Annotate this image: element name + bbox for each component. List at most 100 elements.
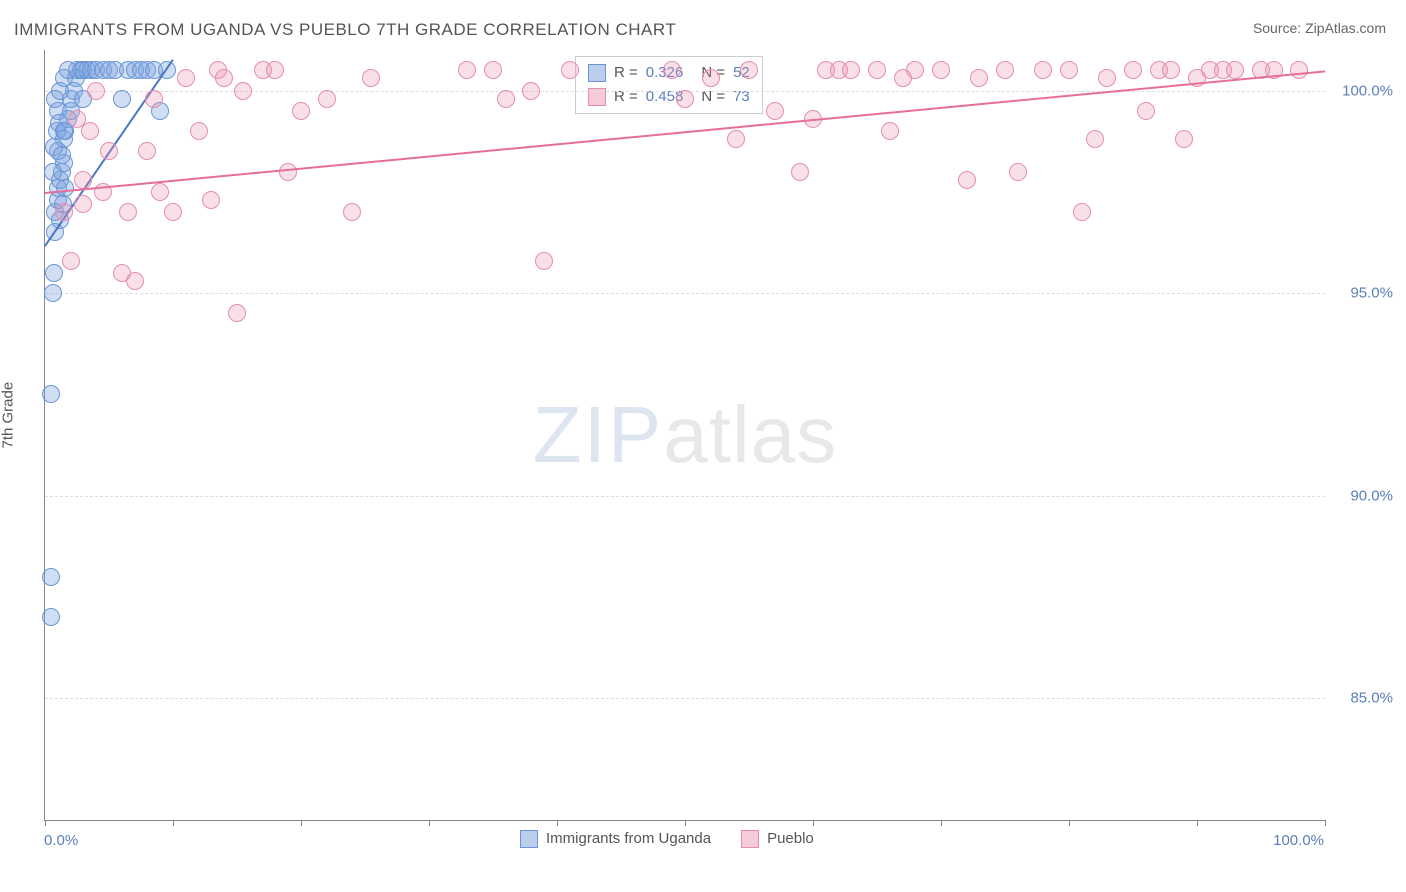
scatter-point: [932, 61, 950, 79]
scatter-point: [42, 385, 60, 403]
scatter-point: [292, 102, 310, 120]
legend-r-label: R =: [614, 61, 638, 85]
chart-title: IMMIGRANTS FROM UGANDA VS PUEBLO 7TH GRA…: [14, 20, 676, 40]
scatter-point: [45, 264, 63, 282]
x-tick: [429, 820, 430, 826]
scatter-point: [209, 61, 227, 79]
scatter-point: [55, 203, 73, 221]
scatter-point: [56, 179, 74, 197]
scatter-point: [535, 252, 553, 270]
legend-n-label: N =: [701, 85, 725, 109]
scatter-point: [100, 142, 118, 160]
scatter-point: [881, 122, 899, 140]
legend-swatch-blue: [520, 830, 538, 848]
watermark-atlas: atlas: [663, 390, 837, 479]
source-attribution: Source: ZipAtlas.com: [1253, 20, 1386, 36]
scatter-point: [126, 272, 144, 290]
scatter-point: [766, 102, 784, 120]
y-axis-title: 7th Grade: [0, 382, 17, 449]
scatter-point: [868, 61, 886, 79]
scatter-point: [1124, 61, 1142, 79]
scatter-point: [791, 163, 809, 181]
source-value: ZipAtlas.com: [1305, 20, 1386, 36]
gridline: [45, 698, 1325, 699]
scatter-point: [1034, 61, 1052, 79]
source-label: Source:: [1253, 20, 1305, 36]
y-tick-label: 85.0%: [1350, 690, 1393, 707]
series-legend: Immigrants from Uganda Pueblo: [520, 830, 814, 848]
x-tick: [557, 820, 558, 826]
scatter-point: [74, 195, 92, 213]
gridline: [45, 496, 1325, 497]
legend-swatch-pink: [741, 830, 759, 848]
scatter-point: [177, 69, 195, 87]
scatter-point: [164, 203, 182, 221]
watermark: ZIPatlas: [533, 389, 837, 481]
scatter-point: [151, 183, 169, 201]
gridline: [45, 293, 1325, 294]
scatter-point: [87, 82, 105, 100]
x-tick: [941, 820, 942, 826]
x-tick: [1325, 820, 1326, 826]
scatter-point: [522, 82, 540, 100]
scatter-point: [1162, 61, 1180, 79]
scatter-point: [68, 110, 86, 128]
scatter-point: [958, 171, 976, 189]
scatter-point: [1175, 130, 1193, 148]
legend-r-label: R =: [614, 85, 638, 109]
scatter-point: [234, 82, 252, 100]
scatter-point: [561, 61, 579, 79]
y-tick-label: 95.0%: [1350, 285, 1393, 302]
scatter-point: [362, 69, 380, 87]
x-axis-min-label: 0.0%: [44, 832, 78, 849]
scatter-point: [996, 61, 1014, 79]
legend-item-pueblo: Pueblo: [741, 830, 814, 848]
scatter-point: [1137, 102, 1155, 120]
scatter-point: [484, 61, 502, 79]
scatter-point: [1098, 69, 1116, 87]
x-tick: [1069, 820, 1070, 826]
scatter-point: [53, 146, 71, 164]
x-tick: [173, 820, 174, 826]
scatter-point: [1290, 61, 1308, 79]
scatter-point: [318, 90, 336, 108]
x-tick: [1197, 820, 1198, 826]
scatter-point: [279, 163, 297, 181]
scatter-point: [202, 191, 220, 209]
scatter-point: [458, 61, 476, 79]
scatter-point: [44, 284, 62, 302]
x-tick: [813, 820, 814, 826]
legend-label-pueblo: Pueblo: [767, 830, 814, 847]
scatter-point: [74, 171, 92, 189]
scatter-point: [266, 61, 284, 79]
y-tick-label: 90.0%: [1350, 487, 1393, 504]
scatter-point: [727, 130, 745, 148]
scatter-point: [59, 61, 77, 79]
scatter-point: [113, 90, 131, 108]
scatter-point: [1226, 61, 1244, 79]
scatter-point: [190, 122, 208, 140]
x-axis-max-label: 100.0%: [1273, 832, 1324, 849]
scatter-point: [676, 90, 694, 108]
legend-row-pueblo: R = 0.458 N = 73: [588, 85, 750, 109]
scatter-point: [842, 61, 860, 79]
x-tick: [45, 820, 46, 826]
scatter-point: [119, 203, 137, 221]
legend-n-value-pueblo: 73: [733, 85, 750, 109]
scatter-point: [702, 69, 720, 87]
scatter-point: [145, 90, 163, 108]
scatter-point: [663, 61, 681, 79]
watermark-zip: ZIP: [533, 390, 663, 479]
legend-label-uganda: Immigrants from Uganda: [546, 830, 711, 847]
x-tick: [685, 820, 686, 826]
scatter-point: [497, 90, 515, 108]
scatter-point: [1073, 203, 1091, 221]
scatter-point: [343, 203, 361, 221]
scatter-point: [42, 608, 60, 626]
scatter-point: [1009, 163, 1027, 181]
y-tick-label: 100.0%: [1342, 82, 1393, 99]
scatter-point: [740, 61, 758, 79]
scatter-point: [970, 69, 988, 87]
legend-swatch-blue: [588, 64, 606, 82]
scatter-point: [42, 568, 60, 586]
